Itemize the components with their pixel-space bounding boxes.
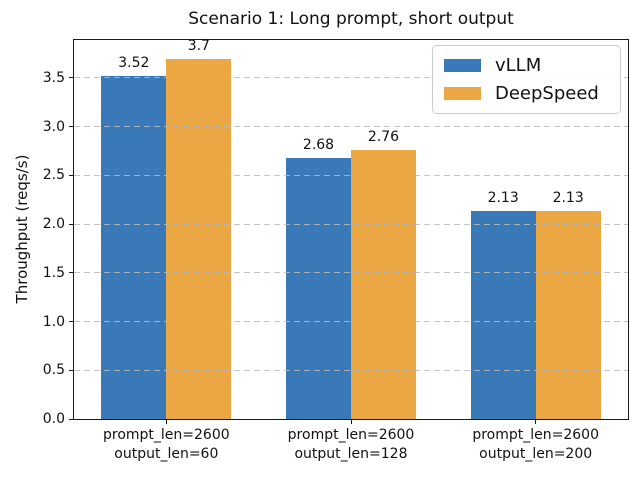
x-tick-label: prompt_len=2600 output_len=200 xyxy=(472,427,599,462)
chart-title: Scenario 1: Long prompt, short output xyxy=(188,9,514,29)
x-tick-mark xyxy=(165,419,167,424)
bar-vllm-1 xyxy=(101,76,167,419)
gridline xyxy=(74,77,628,79)
bar-value-label: 2.68 xyxy=(302,136,335,153)
gridline xyxy=(74,126,628,128)
gridline xyxy=(74,369,628,371)
bar-value-label: 2.76 xyxy=(367,129,400,146)
y-tick-mark xyxy=(69,77,74,79)
x-tick-label: prompt_len=2600 output_len=128 xyxy=(287,427,415,462)
vllm-color-swatch xyxy=(444,59,481,72)
gridline xyxy=(74,223,628,225)
bar-deepspeed-2 xyxy=(351,150,416,419)
y-tick-label: 1.0 xyxy=(42,313,65,330)
y-tick-mark xyxy=(69,369,74,371)
legend-label-vllm: vLLM xyxy=(495,55,542,76)
legend-item-vllm: vLLM xyxy=(444,55,612,76)
gridline xyxy=(74,174,628,176)
bar-value-label: 3.52 xyxy=(118,55,150,72)
x-tick-label: prompt_len=2600 output_len=60 xyxy=(103,427,230,462)
deepspeed-color-swatch xyxy=(444,87,481,100)
legend-item-deepspeed: DeepSpeed xyxy=(444,83,612,104)
bar-value-label: 3.7 xyxy=(187,37,210,54)
bar-value-label: 2.13 xyxy=(552,190,584,207)
y-tick-label: 0.0 xyxy=(42,411,65,427)
bar-value-label: 2.13 xyxy=(487,190,519,207)
y-tick-label: 2.5 xyxy=(42,167,65,184)
y-tick-mark xyxy=(69,272,74,274)
x-tick-mark xyxy=(350,419,352,424)
bar-deepspeed-1 xyxy=(166,58,232,419)
bar-vllm-2 xyxy=(286,157,351,419)
gridline xyxy=(74,321,628,323)
y-tick-mark xyxy=(69,174,74,176)
y-tick-label: 0.5 xyxy=(42,362,65,379)
y-tick-mark xyxy=(69,418,74,420)
y-tick-label: 3.5 xyxy=(42,69,65,86)
y-tick-label: 2.0 xyxy=(42,216,65,233)
bar-vllm-3 xyxy=(470,211,536,419)
bar-deepspeed-3 xyxy=(535,211,601,419)
y-tick-label: 1.5 xyxy=(42,264,65,281)
gridline xyxy=(74,272,628,274)
y-tick-mark xyxy=(69,223,74,225)
y-tick-label: 3.0 xyxy=(42,118,65,135)
legend-label-deepspeed: DeepSpeed xyxy=(495,83,599,104)
y-tick-mark xyxy=(69,321,74,323)
y-tick-mark xyxy=(69,126,74,128)
x-tick-mark xyxy=(535,419,537,424)
legend: vLLM DeepSpeed xyxy=(432,45,621,114)
